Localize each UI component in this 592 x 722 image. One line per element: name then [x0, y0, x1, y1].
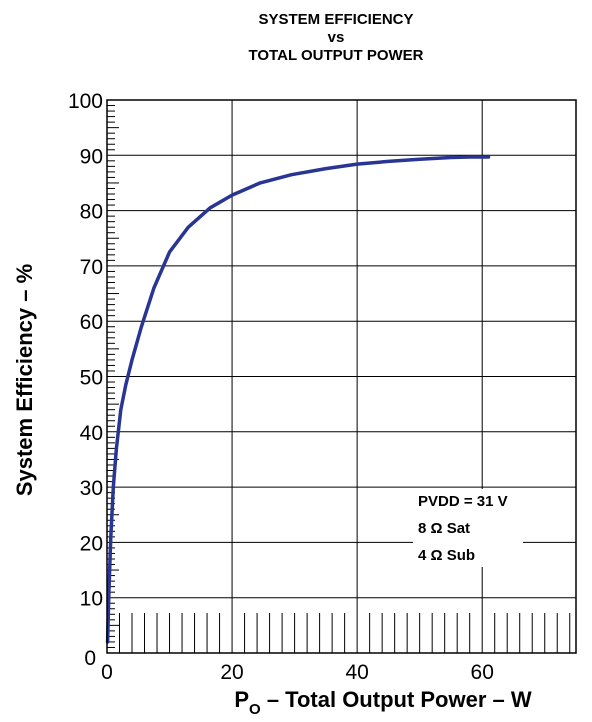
- y-tick-label: 90: [80, 145, 103, 168]
- y-tick-label: 100: [68, 90, 103, 113]
- x-axis-label-subscript: O: [249, 701, 261, 718]
- x-tick-label: 40: [345, 661, 368, 684]
- plot-frame: [106, 99, 577, 654]
- y-tick-label: 10: [80, 588, 103, 611]
- x-axis-label: PO – Total Output Power – W: [234, 687, 532, 718]
- x-axis-label-rest: – Total Output Power – W: [261, 687, 532, 712]
- x-tick-label: 0: [101, 661, 113, 684]
- x-tick-label: 60: [471, 661, 494, 684]
- y-tick-label: 20: [80, 532, 103, 555]
- annotation-box: PVDD = 31 V 8 Ω Sat 4 Ω Sub: [418, 493, 508, 564]
- x-axis-label-main: P: [234, 687, 249, 712]
- chart-title: SYSTEM EFFICIENCY vs TOTAL OUTPUT POWER: [249, 11, 424, 64]
- y-tick-label: 30: [80, 477, 103, 500]
- y-tick-label: 40: [80, 422, 103, 445]
- y-tick-label: 80: [80, 201, 103, 224]
- origin-tick-label: 0: [84, 647, 96, 670]
- annotation-load-sub: 4 Ω Sub: [418, 547, 475, 564]
- y-axis-label: System Efficiency – %: [12, 264, 37, 496]
- chart-title-line-2: vs: [328, 29, 345, 46]
- tick-labels: 10 20 30 40 50 60 70 80 90 100 0 20 40 60: [68, 90, 494, 684]
- annotation-load-sat: 8 Ω Sat: [418, 520, 470, 537]
- annotation-background: [413, 489, 523, 567]
- chart-title-line-1: SYSTEM EFFICIENCY: [258, 11, 413, 28]
- y-tick-label: 70: [80, 256, 103, 279]
- minor-ticks: [107, 105, 571, 653]
- x-tick-label: 20: [220, 661, 243, 684]
- grid-lines: [107, 100, 576, 653]
- y-tick-label: 60: [80, 311, 103, 334]
- series-layer: [105, 155, 491, 644]
- annotation-pvdd: PVDD = 31 V: [418, 493, 508, 510]
- y-tick-label: 50: [80, 367, 103, 390]
- series-line-1: [105, 155, 491, 644]
- chart-title-line-3: TOTAL OUTPUT POWER: [249, 47, 424, 64]
